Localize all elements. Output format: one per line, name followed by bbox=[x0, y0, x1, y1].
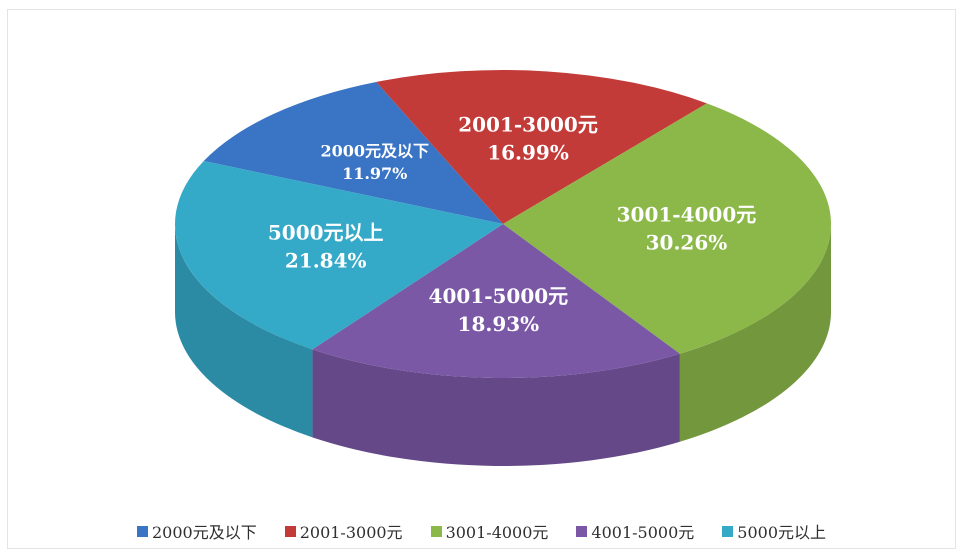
legend-label: 2001-3000元 bbox=[299, 523, 403, 542]
slice-label-5: 5000元以上 21.84% bbox=[268, 221, 384, 273]
slice-percent-label: 21.84% bbox=[285, 249, 367, 273]
legend-item-4: 4001-5000元 bbox=[576, 518, 694, 544]
pie-slice-2 bbox=[376, 70, 707, 225]
slice-percent-label: 16.99% bbox=[487, 141, 569, 165]
pie-tops bbox=[174, 70, 832, 378]
legend-swatch bbox=[576, 525, 588, 537]
pie-sides bbox=[175, 224, 831, 466]
slice-label-4: 4001-5000元 18.93% bbox=[429, 284, 569, 336]
legend-swatch bbox=[722, 525, 734, 537]
legend: 2000元及以下 2001-3000元 3001-4000元 4001-5000元 50… bbox=[0, 518, 963, 544]
slice-category-label: 2000元及以下 bbox=[320, 142, 429, 161]
slice-label-1: 2000元及以下 11.97% bbox=[320, 142, 429, 183]
slice-percent-label: 18.93% bbox=[458, 312, 540, 336]
slice-category-label: 4001-5000元 bbox=[429, 284, 569, 308]
pie-side-3 bbox=[679, 224, 831, 442]
legend-item-1: 2000元及以下 bbox=[136, 518, 257, 544]
legend-label: 3001-4000元 bbox=[445, 523, 549, 542]
pie-side-4 bbox=[312, 349, 680, 466]
pie-slice-1 bbox=[203, 81, 503, 224]
legend-swatch bbox=[430, 525, 442, 537]
slice-category-label: 5000元以上 bbox=[268, 221, 384, 245]
legend-swatch bbox=[136, 525, 148, 537]
legend-item-3: 3001-4000元 bbox=[430, 518, 549, 544]
slice-percent-label: 11.97% bbox=[342, 164, 407, 183]
slice-label-3: 3001-4000元 30.26% bbox=[617, 202, 757, 254]
legend-label: 2000元及以下 bbox=[151, 523, 257, 542]
legend-swatch bbox=[284, 525, 296, 537]
slice-percent-label: 30.26% bbox=[646, 230, 728, 254]
legend-item-5: 5000元以上 bbox=[722, 518, 826, 544]
pie-slice-5 bbox=[174, 160, 503, 350]
slice-category-label: 3001-4000元 bbox=[617, 202, 757, 226]
chart-frame bbox=[7, 9, 956, 549]
legend-label: 4001-5000元 bbox=[591, 523, 695, 542]
slice-label-2: 2001-3000元 16.99% bbox=[458, 113, 598, 165]
legend-label: 5000元以上 bbox=[737, 523, 827, 542]
slice-category-label: 2001-3000元 bbox=[458, 113, 598, 137]
pie-labels: 2000元及以下 11.97% 2001-3000元 16.99% 3001-4000元… bbox=[268, 113, 756, 337]
pie-slice-4 bbox=[312, 224, 680, 378]
pie-side-5 bbox=[175, 224, 313, 438]
pie-slice-3 bbox=[503, 103, 832, 354]
legend-item-2: 2001-3000元 bbox=[284, 518, 403, 544]
